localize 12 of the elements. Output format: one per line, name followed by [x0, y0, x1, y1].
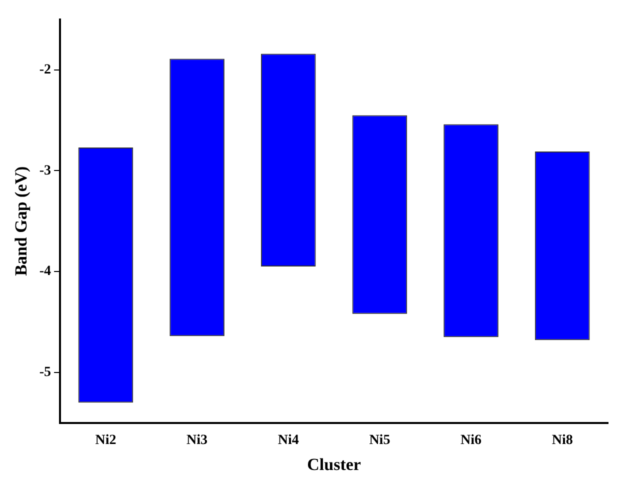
- x-tick-label: Ni4: [278, 432, 299, 448]
- y-tick-label: -2: [39, 62, 52, 78]
- x-tick-label: Ni6: [460, 432, 482, 448]
- y-tick-label: -3: [39, 163, 52, 178]
- x-tick-label: Ni8: [552, 432, 573, 448]
- x-tick-label: Ni3: [186, 432, 208, 448]
- x-tick-label: Ni2: [95, 432, 116, 448]
- x-tick-label: Ni5: [369, 432, 390, 448]
- x-axis-title: Cluster: [307, 455, 362, 474]
- y-tick-label: -5: [39, 364, 52, 380]
- y-tick-label: -4: [39, 264, 52, 280]
- y-axis-title: Band Gap (eV): [12, 166, 31, 276]
